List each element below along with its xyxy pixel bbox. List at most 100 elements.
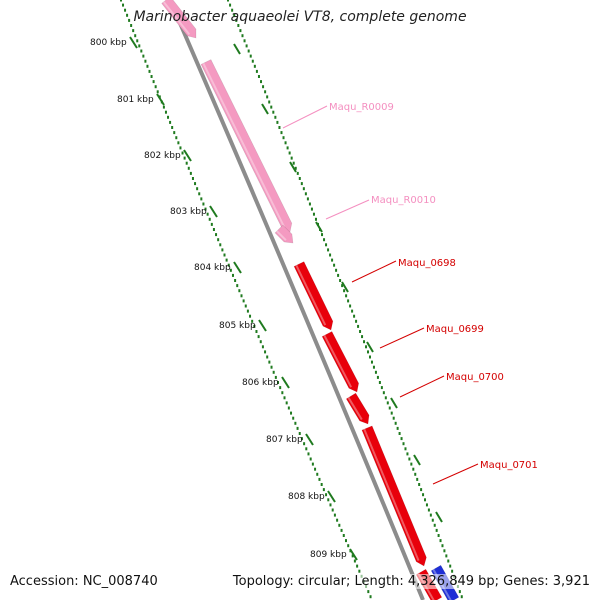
outer-ruler-dot	[229, 3, 232, 7]
inner-ruler-dot	[142, 54, 145, 58]
outer-ruler-dot	[429, 513, 432, 517]
inner-ruler-dot	[358, 569, 361, 573]
inner-ruler-dot	[255, 330, 258, 333]
inner-ruler-dot	[356, 564, 359, 568]
inner-ruler-dot	[164, 110, 167, 114]
inner-ruler-dot	[223, 253, 226, 257]
outer-ruler-dot	[365, 345, 368, 349]
outer-ruler-dot	[382, 391, 385, 395]
outer-ruler-dot	[288, 151, 291, 155]
inner-ruler-dot	[322, 488, 325, 492]
ruler-tick-labels: 800 kbp 801 kbp 802 kbp 803 kbp 804 kbp 805 k…	[90, 36, 443, 561]
outer-ruler-dot	[260, 80, 263, 84]
gene-label-leader	[432, 463, 479, 485]
inner-ruler-dot	[187, 166, 190, 170]
outer-ruler-dot	[243, 39, 246, 43]
outer-ruler-dot	[368, 355, 371, 359]
gene-label[interactable]: Maqu_0700	[446, 372, 504, 383]
inner-ruler-dot	[342, 534, 345, 537]
outer-ruler-dot	[361, 335, 364, 339]
outer-ruler-tick-mark	[390, 397, 398, 409]
outer-ruler-dot	[449, 564, 452, 568]
gene-features	[161, 0, 460, 600]
outer-ruler-dot	[296, 171, 299, 175]
gene-arrow-maqu-0698[interactable]	[293, 261, 334, 331]
outer-ruler-dot	[355, 319, 358, 323]
outer-ruler-dot	[345, 294, 348, 298]
outer-ruler-dot	[396, 426, 399, 430]
inner-ruler-dot	[292, 416, 295, 420]
inner-ruler-dot	[367, 590, 370, 594]
inner-ruler-dot	[270, 365, 273, 369]
outer-ruler-dot	[384, 396, 387, 400]
gene-arrow-maqu-r0010[interactable]	[274, 224, 294, 244]
inner-ruler-dot	[202, 202, 205, 206]
inner-ruler-dot	[320, 483, 323, 486]
outer-ruler-dot	[406, 452, 409, 456]
inner-ruler-dot	[351, 554, 354, 558]
outer-ruler-dot	[227, 0, 229, 2]
ruler-tick-mark	[281, 376, 290, 389]
inner-ruler-dot	[303, 442, 306, 446]
outer-ruler-dot	[394, 421, 397, 425]
inner-ruler-dot	[208, 217, 211, 221]
outer-ruler-dot	[329, 253, 332, 257]
outer-ruler-tick-mark	[341, 281, 349, 293]
gene-label[interactable]: Maqu_0698	[398, 258, 456, 269]
inner-ruler-dot	[338, 523, 341, 527]
outer-ruler-dot	[298, 177, 301, 180]
gene-label[interactable]: Maqu_0699	[426, 324, 484, 335]
gene-label[interactable]: Maqu_R0010	[371, 195, 436, 206]
gene-arrow-maqu-r0008[interactable]	[161, 0, 197, 39]
gene-arrow-maqu-0700[interactable]	[345, 392, 370, 425]
outer-ruler-dot	[378, 381, 381, 384]
outer-ruler-dot	[398, 432, 401, 435]
inner-ruler-dot	[253, 324, 256, 328]
inner-ruler-dot	[124, 8, 127, 12]
inner-ruler-dot	[212, 228, 215, 231]
inner-ruler-dot	[128, 18, 131, 22]
outer-ruler-dot	[282, 136, 285, 140]
inner-ruler-dot	[236, 284, 239, 288]
gene-arrow-maqu-0699[interactable]	[321, 331, 359, 393]
inner-ruler-dot	[307, 452, 310, 456]
inner-ruler-dot	[217, 238, 220, 242]
outer-ruler-dot	[431, 518, 434, 522]
inner-ruler-dot	[329, 503, 332, 507]
outer-ruler-dot	[418, 483, 421, 486]
inner-ruler-dot	[314, 467, 317, 471]
outer-ruler-dot	[422, 493, 425, 497]
gene-label[interactable]: Maqu_0701	[480, 460, 538, 471]
inner-ruler-dot	[210, 222, 213, 226]
inner-ruler-dot	[285, 401, 288, 405]
outer-ruler-dot	[270, 105, 273, 109]
outer-ruler-dot	[435, 528, 438, 532]
ruler-tick-label: 802 kbp	[144, 151, 181, 161]
inner-ruler-dot	[244, 304, 247, 308]
inner-ruler-dot	[264, 350, 267, 354]
inner-ruler-dot	[221, 248, 224, 252]
outer-ruler-dot	[353, 314, 356, 318]
outer-ruler-dot	[325, 243, 328, 247]
inner-ruler-dot	[148, 69, 151, 73]
outer-ruler-dot	[284, 141, 287, 145]
outer-ruler-dot	[321, 233, 324, 237]
inner-ruler-dot	[146, 64, 149, 68]
outer-ruler-dot	[274, 115, 277, 119]
outer-ruler-dot	[363, 340, 366, 344]
inner-ruler-dot	[268, 360, 271, 364]
ruler-tick-mark	[183, 149, 192, 162]
outer-ruler-dot	[349, 304, 352, 308]
gene-label-leader	[325, 199, 370, 220]
outer-ruler-dot	[304, 192, 307, 196]
inner-ruler-dot	[132, 29, 135, 33]
ruler-tick-label: 800 kbp	[90, 38, 127, 48]
gene-arrow-maqu-r0009[interactable]	[200, 59, 293, 233]
outer-ruler-dot	[331, 258, 334, 262]
inner-ruler-dot	[272, 370, 275, 374]
gene-arrow-maqu-0701[interactable]	[361, 425, 427, 567]
outer-ruler-dot	[239, 29, 242, 33]
outer-ruler-dot	[347, 299, 350, 303]
gene-label[interactable]: Maqu_R0009	[329, 102, 394, 113]
outer-ruler-dot	[380, 386, 383, 390]
